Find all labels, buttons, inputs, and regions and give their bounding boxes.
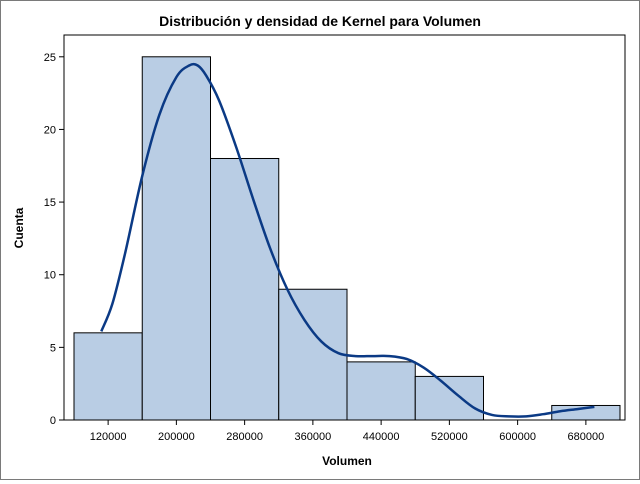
y-tick-label-3: 10 [44, 270, 56, 282]
y-tick-label-1: 0 [50, 415, 56, 427]
y-tick-label-5: 20 [44, 124, 56, 136]
x-tick-label-2: 200000 [158, 431, 195, 443]
y-axis: 0 5 10 15 20 25 [44, 52, 64, 427]
x-tick-label-5: 440000 [363, 431, 400, 443]
histogram-bar-4 [278, 288, 348, 421]
y-tick-label-2: 5 [50, 342, 56, 354]
x-tick-label-7: 600000 [499, 431, 536, 443]
x-tick-label-3: 280000 [226, 431, 263, 443]
x-tick-label-4: 360000 [295, 431, 332, 443]
histogram-bar-5 [346, 361, 416, 421]
x-axis-label: Volumen [322, 454, 372, 468]
x-axis: 120000 200000 280000 360000 440000 520000 6000… [90, 420, 604, 443]
y-tick-label-4: 15 [44, 197, 56, 209]
x-tick-label-8: 680000 [568, 431, 605, 443]
histogram-bar-3 [210, 157, 280, 421]
x-tick-label-1: 120000 [90, 431, 127, 443]
bars-group [73, 56, 621, 421]
y-tick-label-6: 25 [44, 52, 56, 64]
y-axis-label: Cuenta [12, 207, 26, 248]
x-tick-label-6: 520000 [431, 431, 468, 443]
histogram-bar-2 [141, 56, 211, 421]
histogram-bar-6 [414, 375, 484, 421]
chart-title: Distribución y densidad de Kernel para V… [159, 13, 481, 29]
histogram-bar-1 [73, 332, 143, 421]
kernel-density-curve [100, 62, 595, 418]
